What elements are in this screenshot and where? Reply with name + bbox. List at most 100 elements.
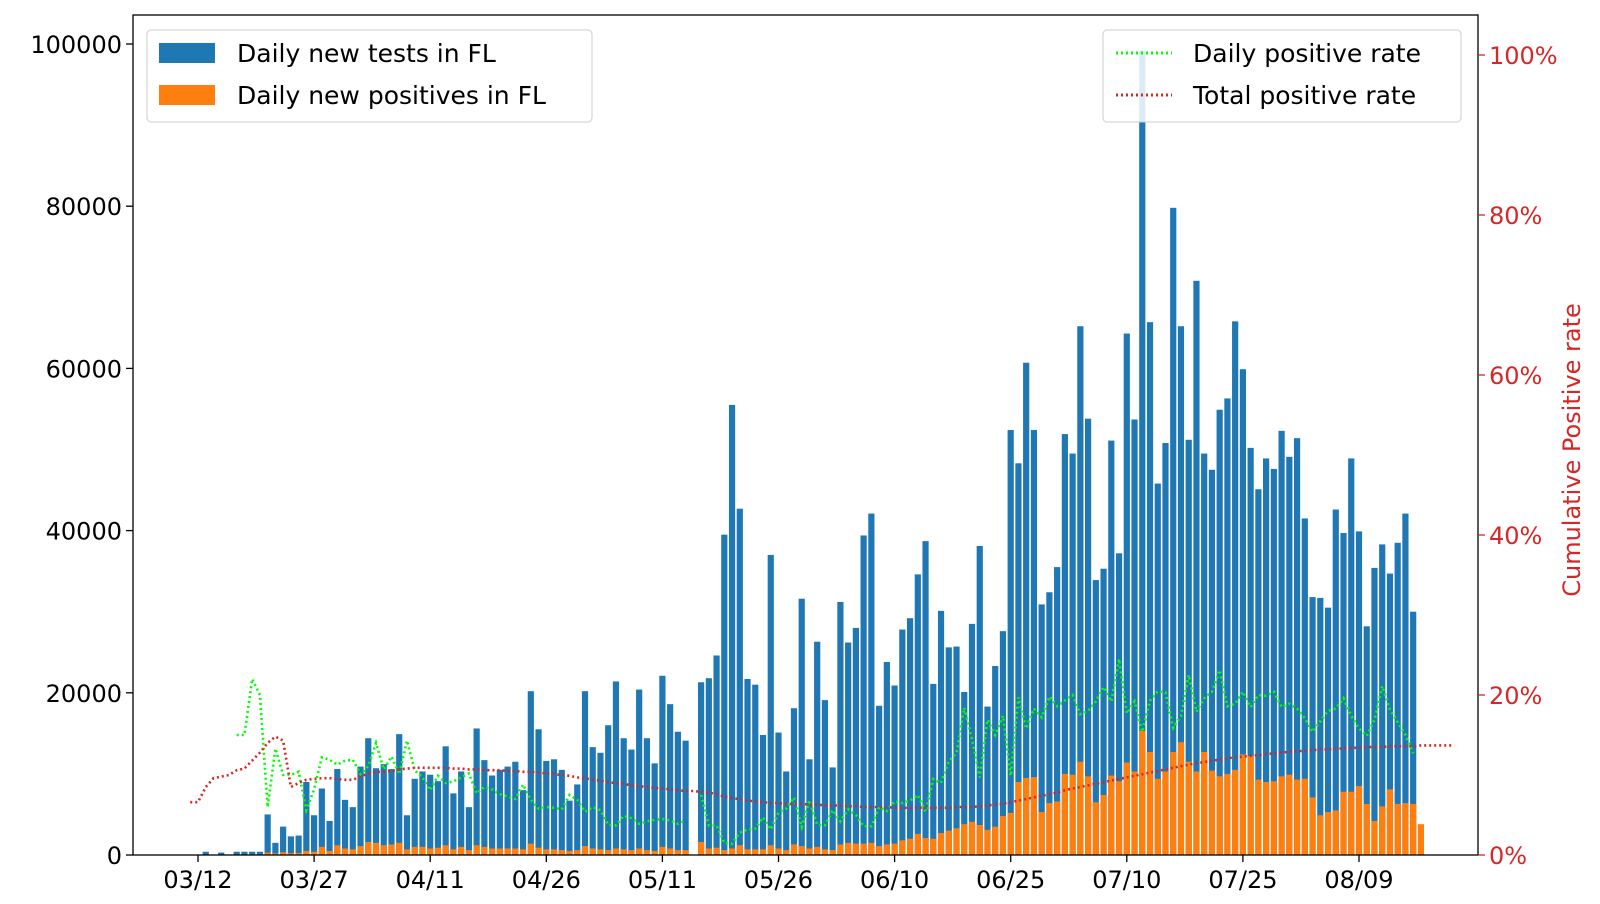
bar-positives	[1418, 824, 1424, 855]
bar-tests	[884, 662, 890, 855]
bar-positives	[1379, 806, 1385, 855]
bar-positives	[528, 844, 534, 855]
bar-tests	[636, 690, 642, 855]
y-tick-label: 40000	[46, 518, 122, 546]
x-tick-label: 07/10	[1092, 866, 1161, 894]
bar-tests	[365, 738, 371, 855]
bar-tests	[265, 814, 271, 855]
bar-positives	[1224, 774, 1230, 855]
y-tick-label: 0	[107, 842, 122, 870]
bar-positives	[884, 844, 890, 855]
bar-tests	[566, 801, 572, 855]
bar-positives	[706, 849, 712, 855]
bar-positives	[1271, 781, 1277, 855]
bar-positives	[1348, 792, 1354, 855]
bar-positives	[1201, 752, 1207, 855]
bar-positives	[520, 849, 526, 855]
bar-positives	[342, 849, 348, 855]
bar-positives	[1395, 804, 1401, 855]
bar-positives	[721, 850, 727, 855]
bar-positives	[876, 846, 882, 855]
bar-positives	[605, 850, 611, 855]
bar-positives	[1387, 789, 1393, 855]
legend-label-total-rate: Total positive rate	[1192, 81, 1416, 110]
bar-positives	[512, 849, 518, 855]
y2-tick-label: 60%	[1489, 362, 1542, 390]
bar-tests	[458, 771, 464, 855]
x-tick-label: 06/10	[860, 866, 929, 894]
legend-swatch-tests	[159, 43, 215, 63]
bar-positives	[644, 850, 650, 855]
bar-positives	[1015, 782, 1021, 855]
bar-tests	[435, 781, 441, 855]
bar-positives	[365, 842, 371, 855]
legend-label-tests: Daily new tests in FL	[237, 39, 496, 68]
legend-label-positives: Daily new positives in FL	[237, 81, 546, 110]
bar-tests	[915, 574, 921, 855]
x-tick-label: 04/26	[512, 866, 581, 894]
bar-positives	[760, 849, 766, 855]
bar-positives	[559, 850, 565, 855]
bar-tests	[783, 771, 789, 855]
bar-positives	[543, 849, 549, 855]
bar-tests	[876, 706, 882, 855]
bar-positives	[938, 833, 944, 855]
bar-positives	[621, 849, 627, 855]
legend-left: Daily new tests in FL Daily new positive…	[147, 30, 592, 122]
bar-positives	[1325, 812, 1331, 855]
bar-tests	[938, 611, 944, 855]
bar-positives	[1263, 782, 1269, 855]
bar-tests	[326, 821, 332, 855]
bar-tests	[520, 790, 526, 855]
bar-tests	[280, 827, 286, 855]
bar-tests	[667, 704, 673, 855]
bar-positives	[1062, 774, 1068, 855]
bar-positives	[683, 850, 689, 855]
bar-positives	[853, 844, 859, 855]
bar-positives	[1356, 786, 1362, 855]
bar-positives	[961, 824, 967, 855]
bar-positives	[613, 849, 619, 855]
bar-tests	[497, 770, 503, 855]
bar-positives	[443, 845, 449, 855]
bar-tests	[342, 800, 348, 855]
x-tick-label: 03/12	[163, 866, 232, 894]
bar-tests	[319, 789, 325, 856]
bar-positives	[775, 849, 781, 855]
bar-tests	[450, 793, 456, 855]
bar-positives	[535, 848, 541, 855]
bar-positives	[319, 847, 325, 855]
bar-positives	[497, 849, 503, 855]
bar-positives	[822, 849, 828, 855]
bar-positives	[1131, 771, 1137, 855]
bar-tests	[574, 784, 580, 855]
bar-positives	[357, 846, 363, 855]
bar-tests	[1193, 281, 1199, 855]
bar-tests	[683, 741, 689, 855]
bar-positives	[892, 844, 898, 855]
bar-positives	[953, 828, 959, 855]
bar-positives	[922, 838, 928, 855]
bar-tests	[582, 691, 588, 855]
bar-tests	[628, 750, 634, 855]
bar-tests	[737, 509, 743, 855]
bar-tests	[698, 682, 704, 855]
bar-tests	[373, 768, 379, 855]
bar-tests	[822, 700, 828, 855]
bar-positives	[505, 849, 511, 855]
bar-positives	[1070, 775, 1076, 855]
bar-tests	[466, 807, 472, 855]
bar-positives	[915, 834, 921, 855]
bar-positives	[1371, 821, 1377, 855]
bar-positives	[984, 830, 990, 855]
bar-positives	[582, 846, 588, 855]
bar-tests	[729, 405, 735, 855]
bar-tests	[969, 624, 975, 855]
bar-positives	[1209, 771, 1215, 855]
bar-tests	[659, 676, 665, 855]
bar-tests	[768, 555, 774, 855]
y2-tick-label: 80%	[1489, 202, 1542, 230]
bar-tests	[675, 732, 681, 855]
bar-positives	[868, 843, 874, 855]
bar-tests	[334, 769, 340, 855]
